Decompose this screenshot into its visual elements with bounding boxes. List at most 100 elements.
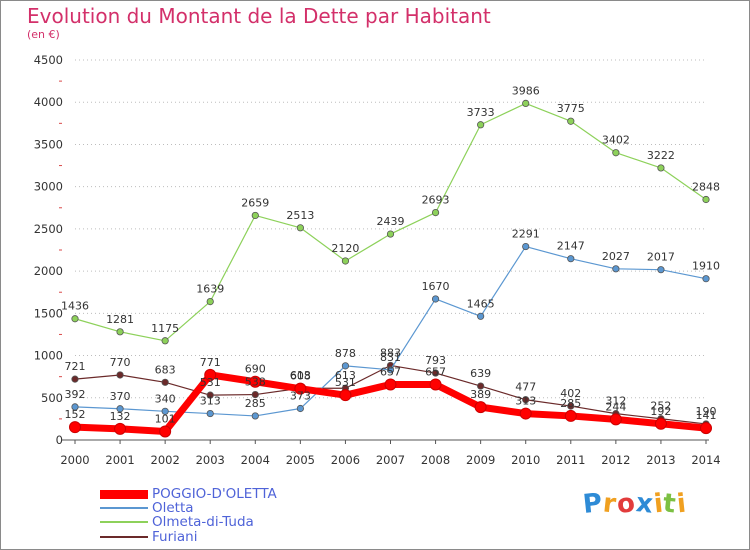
- data-label: 538: [245, 376, 266, 389]
- data-point: [71, 403, 79, 411]
- data-label: 657: [425, 366, 446, 379]
- x-tick-label: 2002: [151, 453, 180, 467]
- y-tick-label: 3500: [34, 137, 63, 151]
- x-tick-label: 2006: [331, 453, 360, 467]
- data-label: 244: [605, 400, 626, 413]
- data-point: [567, 255, 575, 263]
- legend-item: Furiani: [100, 530, 197, 544]
- data-label: 878: [335, 347, 356, 360]
- x-tick-label: 2003: [196, 453, 225, 467]
- data-label: 3733: [467, 106, 495, 119]
- data-point: [251, 412, 259, 420]
- x-tick-label: 2004: [241, 453, 270, 467]
- x-tick-label: 2011: [556, 453, 585, 467]
- data-point: [296, 404, 304, 413]
- data-label: 721: [65, 360, 86, 373]
- data-label: 883: [380, 346, 401, 359]
- data-label: 252: [650, 400, 671, 413]
- data-label: 608: [290, 370, 311, 383]
- data-label: 313: [515, 395, 536, 408]
- data-point: [700, 422, 712, 435]
- x-tick-label: 2000: [60, 453, 89, 467]
- y-tick-label: 500: [41, 391, 63, 405]
- chart-title: Evolution du Montant de la Dette par Hab…: [27, 4, 491, 28]
- series-layer: [69, 99, 712, 438]
- data-point: [612, 265, 620, 273]
- data-point: [251, 211, 259, 220]
- data-label: 613: [335, 369, 356, 382]
- data-point: [206, 391, 214, 399]
- data-label: 3222: [647, 149, 675, 162]
- data-label: 101: [155, 412, 176, 425]
- data-point: [206, 297, 214, 306]
- data-label: 2513: [286, 209, 314, 222]
- y-tick-label: 2500: [34, 222, 63, 236]
- data-point: [522, 99, 530, 108]
- data-point: [657, 164, 665, 172]
- data-label: 1639: [196, 283, 224, 296]
- data-point: [477, 382, 485, 390]
- data-label: 312: [605, 395, 626, 408]
- data-point: [296, 224, 304, 232]
- data-point: [609, 413, 622, 426]
- data-point: [206, 409, 214, 418]
- x-tick-label: 2009: [466, 453, 495, 467]
- legend-item: POGGIO-D'OLETTA: [100, 487, 277, 501]
- data-label: 831: [380, 351, 401, 364]
- x-tick-label: 2013: [646, 453, 675, 467]
- data-label: 1281: [106, 313, 134, 326]
- data-label: 771: [200, 356, 221, 369]
- legend-swatch: [100, 521, 148, 523]
- data-label: 683: [155, 363, 176, 376]
- data-label: 2693: [422, 194, 450, 207]
- data-point: [71, 375, 79, 383]
- data-label: 770: [110, 356, 131, 369]
- data-label: 340: [155, 392, 176, 405]
- data-point: [69, 421, 81, 434]
- data-label: 2291: [512, 228, 540, 241]
- data-label: 1436: [61, 300, 89, 313]
- data-point: [384, 378, 397, 391]
- x-tick-label: 2012: [601, 453, 630, 467]
- data-label: 192: [650, 405, 671, 418]
- x-tick-label: 2001: [105, 453, 134, 467]
- data-point: [294, 382, 307, 395]
- data-point: [71, 315, 79, 323]
- data-label: 2848: [692, 181, 720, 194]
- data-label: 152: [65, 408, 86, 421]
- data-point: [654, 417, 667, 430]
- x-tick-label: 2010: [511, 453, 540, 467]
- data-label: 2027: [602, 250, 630, 263]
- data-label: 285: [245, 397, 266, 410]
- data-label: 190: [696, 405, 717, 418]
- x-tick-label: 2005: [286, 453, 315, 467]
- data-point: [161, 407, 169, 415]
- legend-label: POGGIO-D'OLETTA: [152, 486, 277, 502]
- data-label: 402: [560, 387, 581, 400]
- data-label: 639: [470, 367, 491, 380]
- data-point: [386, 366, 395, 374]
- data-point: [657, 266, 665, 274]
- data-point: [702, 195, 710, 204]
- data-point: [161, 378, 169, 386]
- data-point: [341, 257, 350, 265]
- data-point: [159, 425, 172, 438]
- data-point: [161, 337, 169, 345]
- data-label: 389: [470, 388, 491, 401]
- y-tick-label: 2000: [34, 264, 63, 278]
- data-point: [522, 242, 530, 251]
- y-tick-label: 3000: [34, 180, 63, 194]
- logo-letter: i: [675, 488, 689, 520]
- data-label: 285: [560, 397, 581, 410]
- y-tick-label: 0: [56, 433, 63, 447]
- y-tick-label: 1500: [34, 306, 63, 320]
- data-point: [429, 378, 442, 391]
- legend-label: Oletta: [152, 500, 194, 516]
- data-label: 2659: [241, 196, 269, 209]
- data-label: 531: [335, 376, 356, 389]
- data-point: [431, 208, 440, 217]
- data-label: 1910: [692, 260, 720, 273]
- data-label: 477: [515, 381, 536, 394]
- data-point: [702, 275, 710, 283]
